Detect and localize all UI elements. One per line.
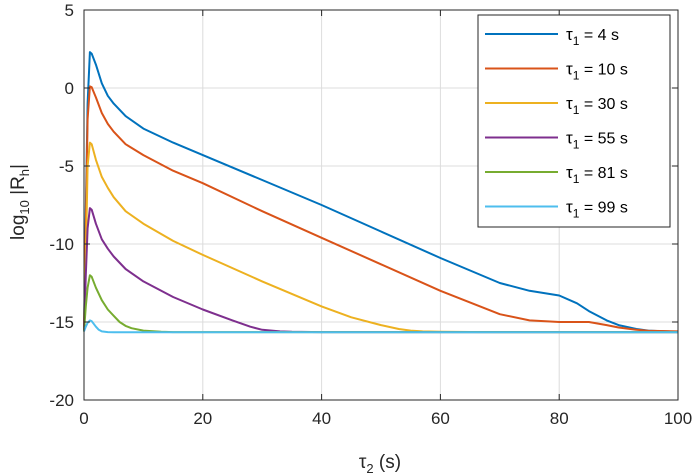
series-line-5	[83, 274, 678, 334]
x-tick-label: 60	[431, 409, 450, 428]
x-tick-label: 20	[193, 409, 212, 428]
legend-label-6: τ1 = 99 s	[566, 198, 628, 221]
y-tick-label: 5	[65, 1, 74, 20]
tick-marks	[83, 9, 679, 401]
y-tick-label: -5	[59, 157, 74, 176]
x-tick-label: 80	[550, 409, 569, 428]
legend-label-5: τ1 = 81 s	[566, 163, 628, 186]
x-tick-labels: 0 20 40 60 80 100	[79, 409, 692, 428]
series-line-2	[83, 85, 679, 333]
axes-box	[83, 9, 679, 401]
y-tick-label: -10	[49, 235, 74, 254]
series-line-6	[83, 319, 678, 334]
legend-label-4: τ1 = 55 s	[566, 129, 628, 152]
y-tick-labels: 5 0 -5 -10 -15 -20	[49, 1, 74, 410]
legend-box	[477, 14, 671, 228]
y-tick-label: -20	[49, 391, 74, 410]
y-axis-label: log10 |Rh|	[8, 164, 32, 240]
plot-frame	[83, 9, 679, 401]
x-tick-label: 40	[312, 409, 331, 428]
legend-label-2: τ1 = 10 s	[566, 60, 628, 83]
legend-label-3: τ1 = 30 s	[566, 94, 628, 117]
y-tick-label: -15	[49, 313, 74, 332]
legend-label-1: τ1 = 4 s	[566, 25, 619, 48]
x-tick-label: 100	[664, 409, 692, 428]
series-lines	[83, 51, 679, 334]
y-tick-label: 0	[65, 79, 74, 98]
x-axis-label: τ2 (s)	[359, 452, 401, 476]
series-line-1	[83, 51, 679, 333]
x-tick-label: 0	[79, 409, 88, 428]
legend: τ1 = 4 s τ1 = 10 s τ1 = 30 s τ1 = 55 s τ1 = …	[477, 14, 671, 228]
